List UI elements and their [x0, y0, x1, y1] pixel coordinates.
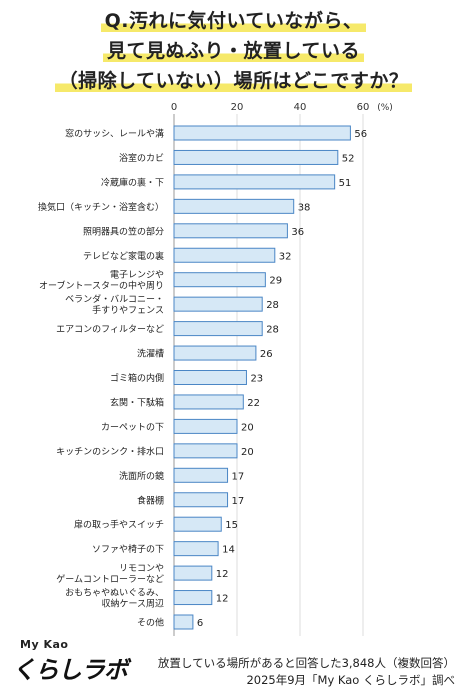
value-label: 29 [269, 276, 282, 287]
value-label: 6 [197, 618, 203, 629]
category-label: 洗濯槽 [137, 348, 164, 360]
value-label: 26 [260, 349, 273, 360]
title-line-3: （掃除していない）場所はどこですか？ [0, 66, 467, 94]
bar [173, 467, 229, 483]
category-label: 浴室のカビ [119, 152, 164, 164]
category-label: キッチンのシンク・排水口 [56, 445, 164, 457]
category-label: 収納ケース周辺 [101, 598, 164, 610]
category-label: 冷蔵庫の裏・下 [101, 176, 164, 188]
bar [173, 565, 213, 581]
category-label: 手すりやフェンス [92, 304, 164, 316]
category-label: おもちゃやぬいぐるみ、 [65, 588, 164, 599]
bar [173, 321, 263, 337]
value-label: 22 [247, 398, 260, 409]
value-label: 28 [266, 300, 279, 311]
x-tick-label: 20 [231, 102, 244, 113]
bar [173, 174, 336, 190]
bar [173, 272, 266, 288]
value-label: 38 [298, 202, 311, 213]
value-label: 20 [241, 447, 254, 458]
category-label: 電子レンジや [110, 270, 164, 281]
bar [173, 516, 222, 532]
x-tick-label: 60 [357, 102, 370, 113]
value-label: 15 [225, 520, 238, 531]
bar [173, 247, 276, 263]
my-kao-kurashi-labo-logo: My Kao くらしラボ [10, 638, 130, 688]
bar [173, 370, 247, 385]
category-label: その他 [137, 617, 164, 629]
bar [173, 394, 244, 410]
category-label: ソファや椅子の下 [92, 543, 164, 555]
value-label: 28 [266, 325, 279, 336]
category-label: カーペットの下 [101, 422, 164, 433]
bar [173, 614, 194, 630]
value-label: 51 [339, 178, 352, 189]
x-tick-label: 0 [171, 102, 177, 113]
category-label: ゴミ箱の内側 [110, 372, 164, 384]
bar [173, 418, 238, 434]
category-label: テレビなど家電の裏 [83, 250, 164, 262]
bar [173, 296, 263, 312]
bar [173, 223, 288, 239]
footer-note-line-1: 放置している場所があると回答した3,848人（複数回答） [157, 656, 455, 670]
category-label: リモコンや [119, 563, 164, 574]
category-label: 窓のサッシ、レールや溝 [65, 128, 164, 140]
value-label: 12 [216, 569, 229, 580]
title-line-2: 見て見ぬふり・放置している [0, 36, 467, 64]
category-label: オーブントースターの中や周り [39, 280, 164, 292]
category-label: 換気口（キッチン・浴室含む） [38, 201, 164, 213]
bar [173, 590, 213, 606]
title-line-1: Q.汚れに気付いていながら、 [0, 6, 467, 34]
value-label: 32 [279, 251, 292, 262]
bar [173, 541, 219, 557]
value-label: 36 [291, 227, 304, 238]
category-label: 食器棚 [137, 494, 164, 506]
footer-note-line-2: 2025年9月「My Kao くらしラボ」調べ [246, 673, 455, 687]
value-label: 20 [241, 422, 254, 433]
value-label: 52 [342, 153, 355, 164]
category-label: 玄関・下駄箱 [110, 396, 164, 408]
logo-my-kao-text: My Kao [20, 638, 69, 651]
category-label: エアコンのフィルターなど [56, 324, 164, 335]
value-label: 23 [250, 374, 263, 385]
bar [173, 492, 229, 508]
category-label: ベランダ・バルコニー・ [65, 293, 164, 305]
category-label: ゲームコントローラーなど [56, 573, 164, 585]
bar [173, 149, 339, 165]
value-label: 14 [222, 545, 235, 556]
value-label: 56 [354, 129, 367, 140]
bar [173, 443, 238, 459]
x-tick-label: 40 [294, 102, 307, 113]
category-label: 照明器具の笠の部分 [83, 225, 164, 237]
logo-brand-text: くらしラボ [12, 656, 128, 684]
value-label: 12 [216, 594, 229, 605]
bar [173, 125, 351, 141]
category-label: 洗面所の鏡 [119, 470, 164, 482]
x-unit-label: (%) [377, 103, 393, 113]
bar [173, 345, 257, 361]
bar [173, 198, 295, 214]
category-label: 扉の取っ手やスイッチ [74, 519, 164, 531]
value-label: 17 [232, 471, 245, 482]
value-label: 17 [232, 496, 245, 507]
